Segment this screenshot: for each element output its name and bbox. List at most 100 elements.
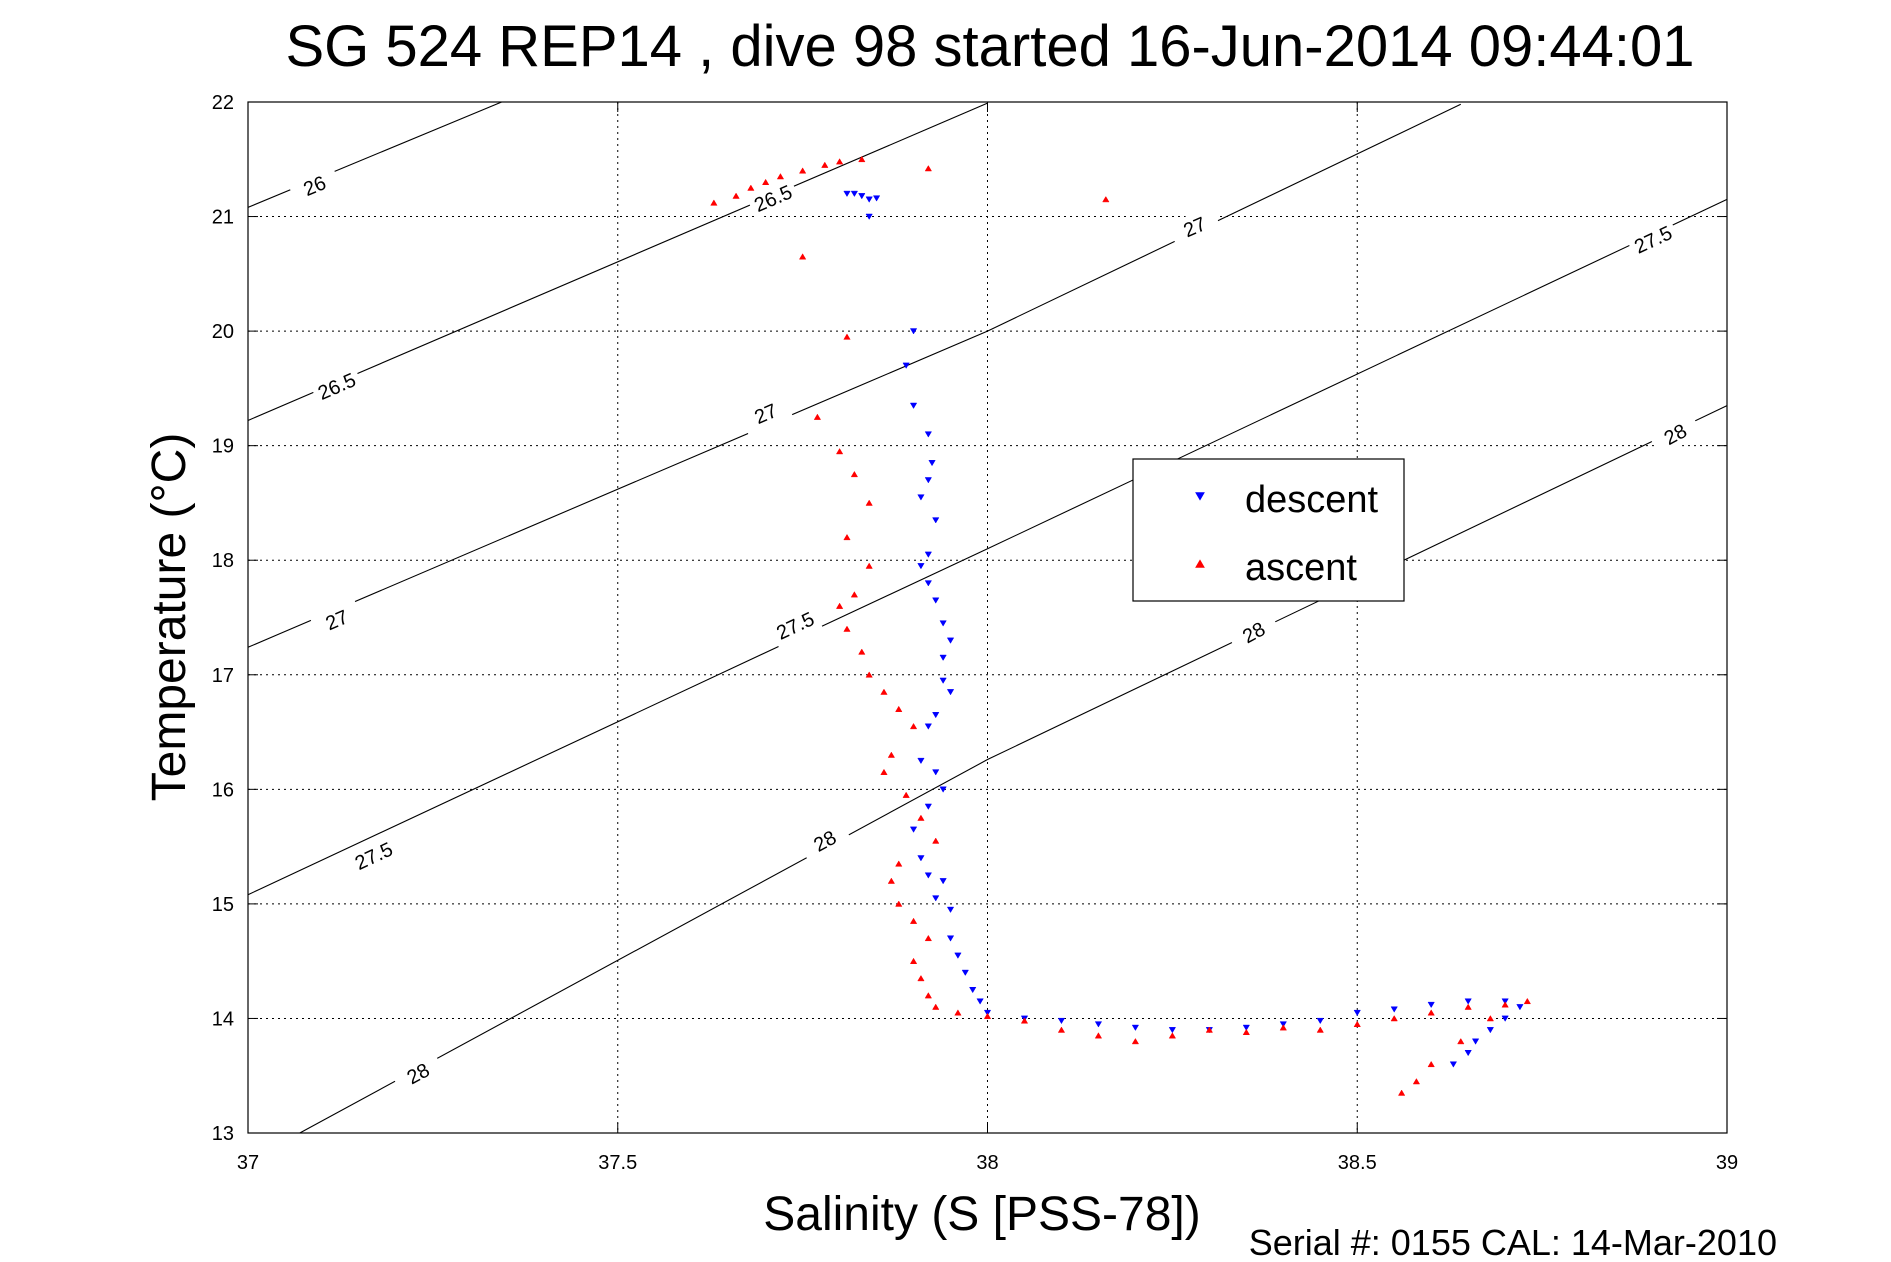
ascent-point [1242,1028,1250,1036]
ascent-point [909,722,918,730]
descent-point [1316,1017,1324,1025]
y-tick-label: 22 [212,92,234,114]
descent-point [865,196,873,203]
x-tick-label: 37 [237,1152,259,1174]
ascent-point [762,178,770,185]
ascent-point [924,992,932,999]
descent-point [924,551,932,558]
y-axis-label: Temperature (°C) [143,433,196,802]
isopycnal-line [247,103,1462,648]
y-tick-label: 18 [212,550,234,572]
ascent-point [1057,1026,1066,1033]
ascent-point [909,917,918,924]
descent-point [872,195,881,202]
x-axis-label: Salinity (S [PSS-78]) [763,1188,1200,1241]
ascent-point [843,333,851,340]
series-ascent [710,155,1531,1096]
isopycnal-label-bg [738,392,793,435]
descent-point [924,580,932,587]
isopycnal-label: 28 [1226,609,1282,656]
descent-point [1449,1061,1458,1068]
isopycnal-line [247,102,988,421]
isopycnal-line [247,198,1728,896]
ascent-point [1427,1060,1435,1068]
descent-point [902,362,910,369]
ascent-point [1486,1015,1494,1022]
isopycnal-label-bg [309,364,364,408]
y-tick-label: 20 [212,321,234,343]
isopycnal-label-bg [745,176,801,220]
isopycnal-label-bg [797,818,853,864]
x-tick-label: 38 [976,1152,998,1174]
ascent-point [1353,1020,1361,1027]
ascent-point [858,648,866,655]
isopycnal-label-bg [287,164,342,207]
ascent-point [1464,1003,1472,1010]
descent-point [946,906,955,913]
ascent-point [880,688,888,695]
descent-point [917,757,925,765]
ascent-point [850,591,859,598]
ascent-point [895,860,903,867]
chart-title: SG 524 REP14 , dive 98 started 16-Jun-20… [285,14,1694,79]
ascent-point [1279,1024,1287,1031]
ascent-point [835,448,844,455]
legend-marker-descent [1195,492,1205,501]
y-tick-label: 15 [212,894,234,916]
isopycnal-label-bg [1647,411,1703,458]
ascent-point [895,705,903,712]
descent-point [1390,1006,1398,1013]
isopycnal-label-bg [767,603,823,648]
descent-point [1242,1024,1250,1031]
legend-box [1132,458,1405,602]
ascent-point [880,768,888,775]
ascent-point [954,1009,962,1016]
ascent-point [710,199,718,206]
ascent-point [835,602,844,609]
descent-point [932,895,940,902]
ascent-point [932,1003,940,1010]
y-tick-label: 13 [212,1123,234,1145]
descent-point [909,402,918,409]
ascent-point [843,533,851,541]
descent-point [928,460,936,467]
ascent-point [887,877,896,884]
ascent-point [865,499,873,506]
y-tick-label: 17 [212,665,234,687]
ascent-point [747,184,755,191]
descent-point [917,855,925,862]
descent-point [939,878,947,885]
isopycnal-line [299,405,1728,1134]
descent-point [932,597,940,604]
isopycnal-label-bg [1625,217,1681,262]
ascent-point [1316,1026,1324,1033]
ascent-point [732,192,740,199]
ascent-point [1501,1001,1509,1008]
descent-point [1471,1038,1480,1045]
ascent-point [983,1012,992,1019]
y-tick-label: 19 [212,436,234,458]
descent-point [1464,1050,1472,1057]
ascent-point [798,167,807,174]
descent-point [932,769,940,776]
ascent-point [821,161,829,168]
x-tick-label: 39 [1716,1152,1738,1174]
isopycnal-label-bg [1226,609,1282,656]
descent-point [1131,1024,1140,1031]
descent-point [969,986,977,994]
ascent-point [1094,1032,1103,1039]
ascent-point [1168,1032,1177,1039]
descent-point [850,190,859,198]
descent-point [954,952,962,959]
descent-point [961,969,969,976]
ascent-point [813,413,822,420]
ascent-point [835,158,844,165]
descent-point [939,654,947,661]
ascent-point [924,165,932,172]
descent-point [939,786,947,793]
ascent-point [798,253,807,260]
ascent-point [902,791,910,798]
ascent-point [909,957,918,964]
ascent-point [1412,1078,1421,1085]
descent-point [932,712,940,719]
